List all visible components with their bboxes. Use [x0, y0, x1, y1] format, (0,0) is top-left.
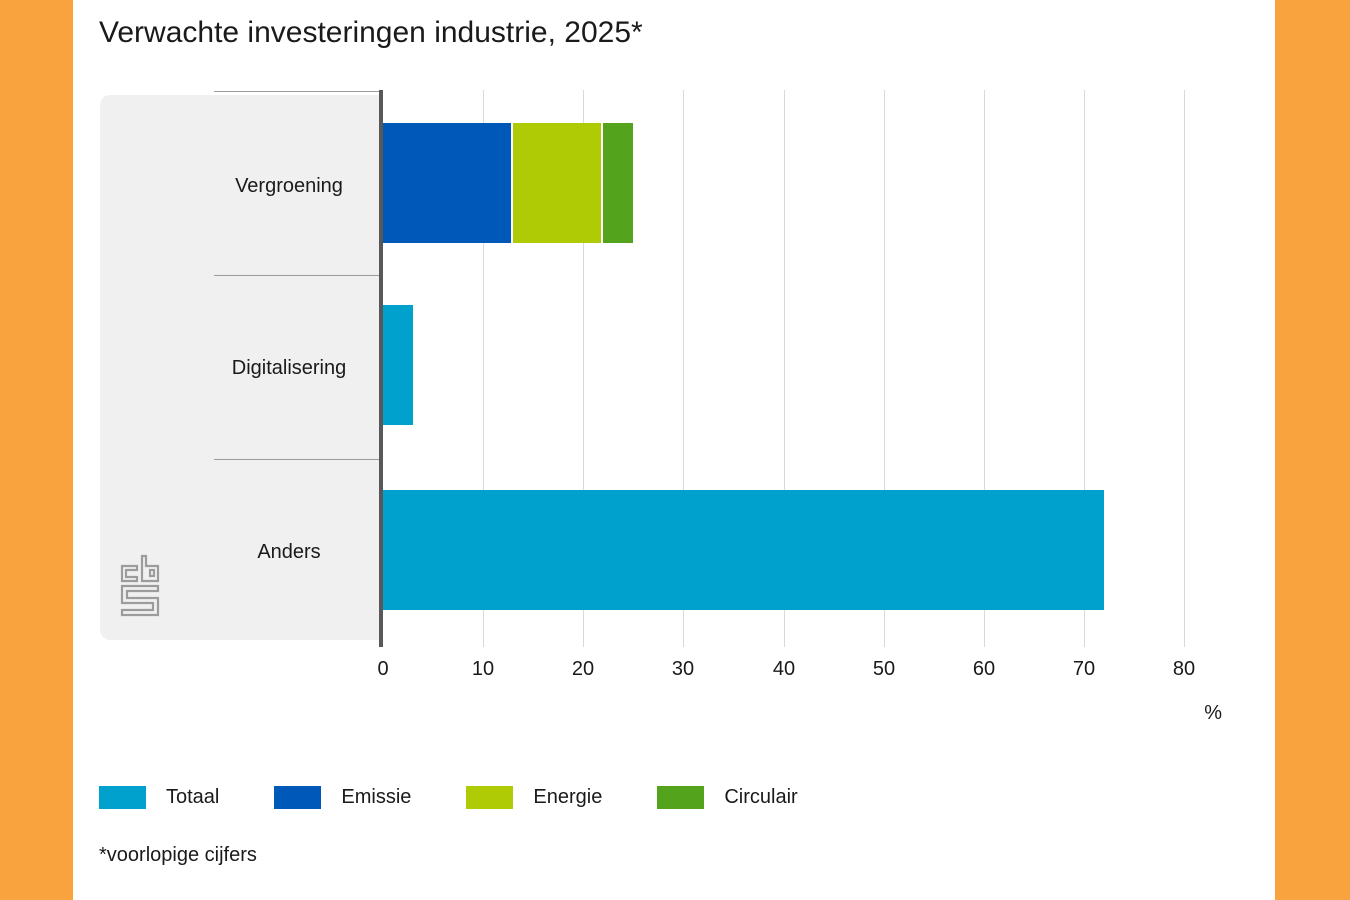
category-label-digitalisering: Digitalisering — [231, 357, 347, 379]
legend-item-emissie[interactable]: Emissie — [274, 786, 411, 809]
legend-swatch-totaal — [99, 786, 146, 809]
right-orange-band — [1275, 0, 1350, 900]
chart-title: Verwachte investeringen industrie, 2025* — [99, 16, 643, 49]
bar-segment-energie[interactable] — [513, 123, 603, 243]
gridline-10 — [483, 90, 484, 647]
bar-digitalisering[interactable] — [383, 305, 413, 425]
bar-segment-emissie[interactable] — [383, 123, 513, 243]
x-tick-label-60: 60 — [972, 658, 996, 680]
legend-item-totaal[interactable]: Totaal — [99, 786, 219, 809]
x-tick-label-10: 10 — [471, 658, 495, 680]
legend-swatch-energie — [466, 786, 514, 809]
bar-vergroening[interactable] — [383, 123, 633, 243]
cbs-logo-c — [120, 564, 139, 583]
bar-segment-circulair[interactable] — [603, 123, 633, 243]
plot-area — [383, 90, 1274, 647]
x-tick-label-80: 80 — [1172, 658, 1196, 680]
x-axis-unit: % — [1204, 702, 1222, 724]
legend-item-energie[interactable]: Energie — [466, 786, 602, 809]
gridline-70 — [1084, 90, 1085, 647]
legend-item-circulair[interactable]: Circulair — [657, 786, 798, 809]
left-orange-band — [0, 0, 73, 900]
row-separator-2 — [214, 459, 382, 460]
bar-anders[interactable] — [383, 490, 1104, 610]
legend-swatch-emissie — [274, 786, 322, 809]
bar-segment-totaal[interactable] — [383, 305, 413, 425]
gridline-80 — [1184, 90, 1185, 647]
legend-label: Energie — [533, 786, 603, 808]
category-label-anders: Anders — [257, 541, 321, 563]
x-tick-label-0: 0 — [377, 658, 389, 680]
gridline-60 — [984, 90, 985, 647]
legend-label: Circulair — [724, 786, 798, 808]
x-tick-label-70: 70 — [1072, 658, 1096, 680]
cbs-logo-b-hole — [148, 568, 156, 578]
x-tick-label-40: 40 — [772, 658, 796, 680]
row-separator-1 — [214, 275, 382, 276]
legend-swatch-circulair — [657, 786, 705, 809]
cbs-logo-s — [120, 584, 160, 617]
gridline-50 — [884, 90, 885, 647]
category-panel — [100, 95, 381, 640]
legend-label: Emissie — [341, 786, 412, 808]
x-tick-label-20: 20 — [571, 658, 595, 680]
row-separator-0 — [214, 91, 382, 92]
cbs-logo — [120, 554, 160, 617]
bar-segment-totaal[interactable] — [383, 490, 1104, 610]
cbs-logo-b — [140, 554, 160, 583]
gridline-40 — [784, 90, 785, 647]
footnote: *voorlopige cijfers — [99, 844, 257, 866]
x-tick-label-30: 30 — [671, 658, 695, 680]
gridline-30 — [683, 90, 684, 647]
x-tick-label-50: 50 — [872, 658, 896, 680]
gridline-20 — [583, 90, 584, 647]
y-axis-line — [379, 90, 383, 647]
legend-label: Totaal — [166, 786, 220, 808]
category-label-vergroening: Vergroening — [235, 175, 343, 197]
legend: Totaal Emissie Energie Circulair — [99, 786, 798, 809]
